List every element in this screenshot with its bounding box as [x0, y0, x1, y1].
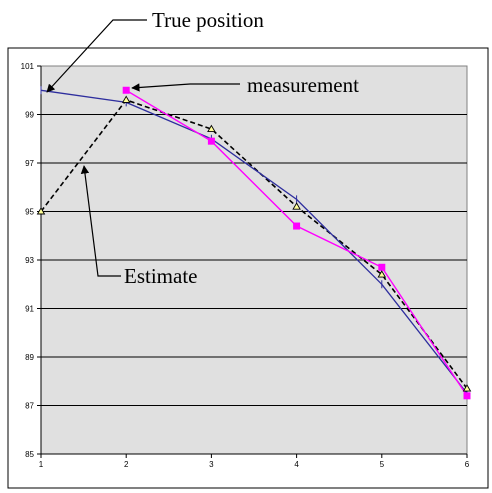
series-estimate-point: [207, 124, 216, 132]
y-tick-label: 85: [25, 450, 34, 459]
annotation-group: True position measurement Estimate: [46, 8, 359, 288]
series-measurement-point: [463, 392, 471, 400]
y-tick-label: 89: [25, 353, 34, 362]
y-tick-label: 87: [25, 402, 34, 411]
y-tick-label: 99: [25, 111, 34, 120]
series-measurement-point: [293, 222, 301, 230]
annotation-estimate: Estimate: [124, 264, 197, 288]
measurement-callout-arrow: [131, 83, 240, 92]
x-tick-label: 4: [294, 460, 299, 469]
series-group: [36, 86, 472, 400]
true-position-callout-arrow: [46, 19, 147, 93]
series-estimate-point: [377, 270, 387, 278]
estimate-callout-arrow: [80, 165, 121, 277]
y-tick-label: 97: [25, 159, 34, 168]
x-tick-label: 6: [465, 460, 470, 469]
y-tick-label: 91: [25, 305, 34, 314]
grid-lines: [41, 114, 467, 406]
y-tick-label: 101: [21, 62, 35, 71]
x-axis: 1 2 3 4 5 6: [39, 453, 470, 469]
series-estimate-point: [121, 95, 131, 103]
x-tick-label: 5: [380, 460, 385, 469]
x-tick-label: 3: [209, 460, 214, 469]
y-tick-label: 93: [25, 256, 34, 265]
x-tick-label: 2: [124, 460, 129, 469]
y-tick-label: 95: [25, 208, 34, 217]
series-measurement-point: [207, 137, 215, 145]
series-estimate-point: [462, 384, 472, 392]
series-estimate-point: [292, 202, 301, 210]
annotation-measurement: measurement: [247, 73, 359, 97]
x-tick-label: 1: [39, 460, 44, 469]
annotation-true-position: True position: [152, 8, 264, 32]
series-measurement-point: [122, 86, 130, 94]
series-estimate-line: [40, 99, 468, 389]
series-measurement-point: [378, 263, 386, 271]
series-estimate-point: [36, 207, 46, 215]
series-true-position-line: [40, 89, 468, 394]
